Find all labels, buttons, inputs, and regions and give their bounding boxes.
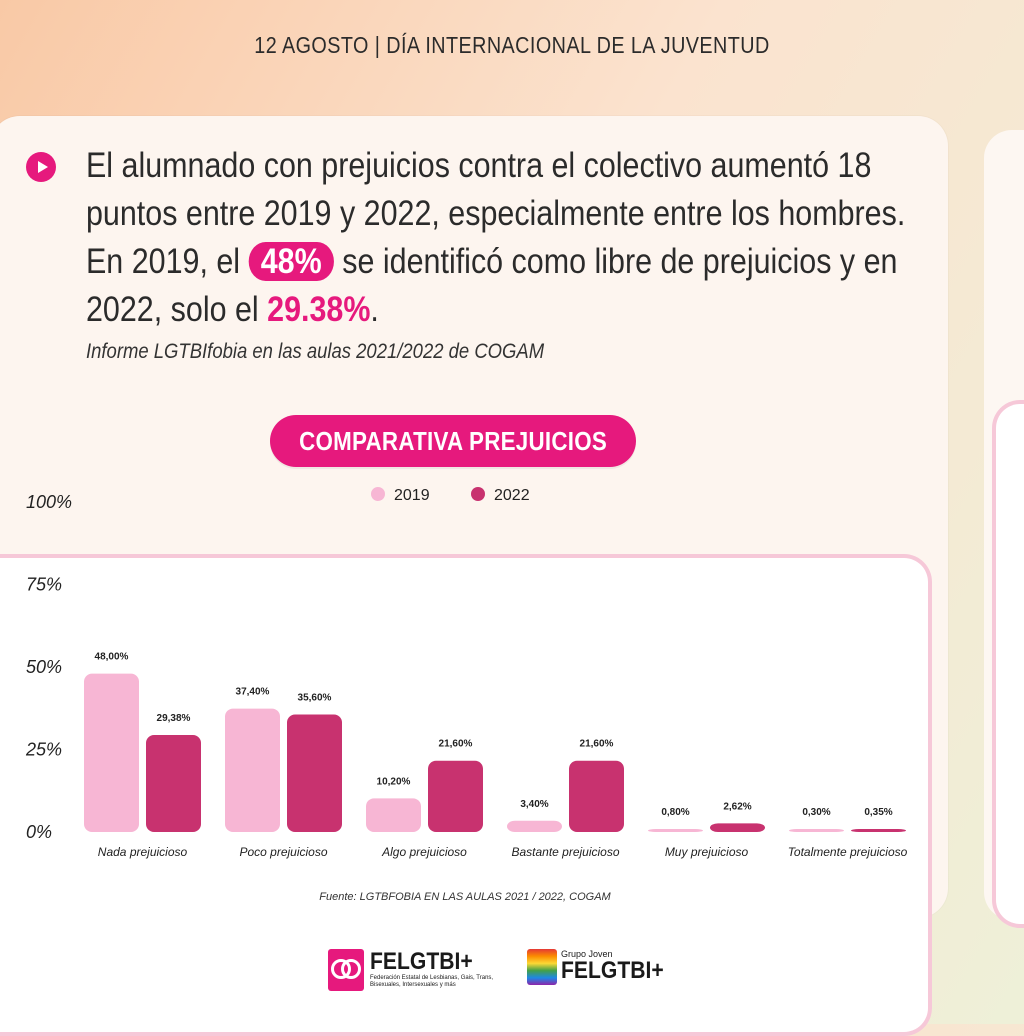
y-tick-label: 50% <box>26 657 62 677</box>
play-icon <box>26 152 56 182</box>
y-tick-label: 75% <box>26 575 62 595</box>
bar <box>710 823 765 832</box>
x-tick-label: Nada prejuicioso <box>98 845 188 859</box>
bar-data-label: 29,38% <box>157 713 191 724</box>
felgtbi-logo: FELGTBI+ Federación Estatal de Lesbianas… <box>328 949 510 991</box>
bar <box>507 820 562 832</box>
x-tick-label: Poco prejuicioso <box>239 845 327 859</box>
chart-title-badge: COMPARATIVA PREJUICIOS <box>270 415 636 467</box>
bar <box>287 714 342 832</box>
headline-part1: El alumnado con prejuicios contra el col… <box>86 146 906 281</box>
legend-label: 2022 <box>494 487 530 504</box>
y-tick-label: 25% <box>25 740 62 760</box>
x-tick-label: Totalmente prejuicioso <box>788 845 908 859</box>
side-card-inner <box>992 400 1024 928</box>
headline-part3: . <box>370 290 379 329</box>
felgtbi-logo-name: FELGTBI+ <box>370 948 473 975</box>
felgtbi-logo-subtitle: Federación Estatal de Lesbianas, Gais, T… <box>370 975 494 988</box>
bar-data-label: 37,40% <box>236 687 270 698</box>
bar <box>428 760 483 832</box>
bar-data-label: 21,60% <box>580 739 614 750</box>
bar-data-label: 2,62% <box>723 801 751 812</box>
bar <box>225 708 280 832</box>
grupo-joven-logo: Grupo Joven FELGTBI+ <box>527 949 678 985</box>
bar-data-label: 48,00% <box>95 652 129 663</box>
bar-data-label: 0,35% <box>864 807 892 818</box>
bar-data-label: 0,80% <box>661 807 689 818</box>
x-tick-label: Algo prejuicioso <box>381 845 467 859</box>
legend-swatch <box>371 487 385 501</box>
x-tick-label: Bastante prejuicioso <box>511 845 619 859</box>
bar <box>648 829 703 832</box>
felgtbi-logo-icon <box>328 949 364 991</box>
x-tick-label: Muy prejuicioso <box>665 845 749 859</box>
bar-data-label: 21,60% <box>439 739 473 750</box>
chart-title: COMPARATIVA PREJUICIOS <box>299 425 607 456</box>
bar-data-label: 0,30% <box>802 807 830 818</box>
report-source: Informe LGTBIfobia en las aulas 2021/202… <box>86 340 545 363</box>
bar <box>851 829 906 832</box>
grupo-joven-label: Grupo Joven <box>561 949 613 959</box>
bar-data-label: 35,60% <box>298 693 332 704</box>
bar <box>84 673 139 832</box>
legend-swatch <box>471 487 485 501</box>
chart-source: Fuente: LGTBFOBIA EN LAS AULAS 2021 / 20… <box>319 891 611 903</box>
bar <box>569 760 624 832</box>
legend-label: 2019 <box>394 487 430 504</box>
grupo-joven-name: FELGTBI+ <box>561 957 664 984</box>
headline-text: El alumnado con prejuicios contra el col… <box>86 142 921 334</box>
bar <box>366 798 421 832</box>
headline-pill-48: 48% <box>248 242 334 281</box>
y-tick-label: 100% <box>26 492 72 512</box>
headline-highlight: 29.38% <box>267 290 371 329</box>
headline-part2: se identificó como libre de prejuicios y… <box>86 242 898 329</box>
bar <box>146 735 201 832</box>
bar <box>789 829 844 832</box>
footer: FELGTBI+ Federación Estatal de Lesbianas… <box>0 945 1024 1005</box>
bar-data-label: 3,40% <box>520 799 548 810</box>
bar-chart: 0% 25% 50% 75% 100% 2019 2022 48,00% 29,38% Nada … <box>25 487 908 859</box>
y-tick-label: 0% <box>26 822 52 842</box>
grupo-joven-logo-icon <box>527 949 557 985</box>
page-header-title: 12 AGOSTO | DÍA INTERNACIONAL DE LA JUVE… <box>254 32 770 58</box>
bar-data-label: 10,20% <box>377 776 411 787</box>
